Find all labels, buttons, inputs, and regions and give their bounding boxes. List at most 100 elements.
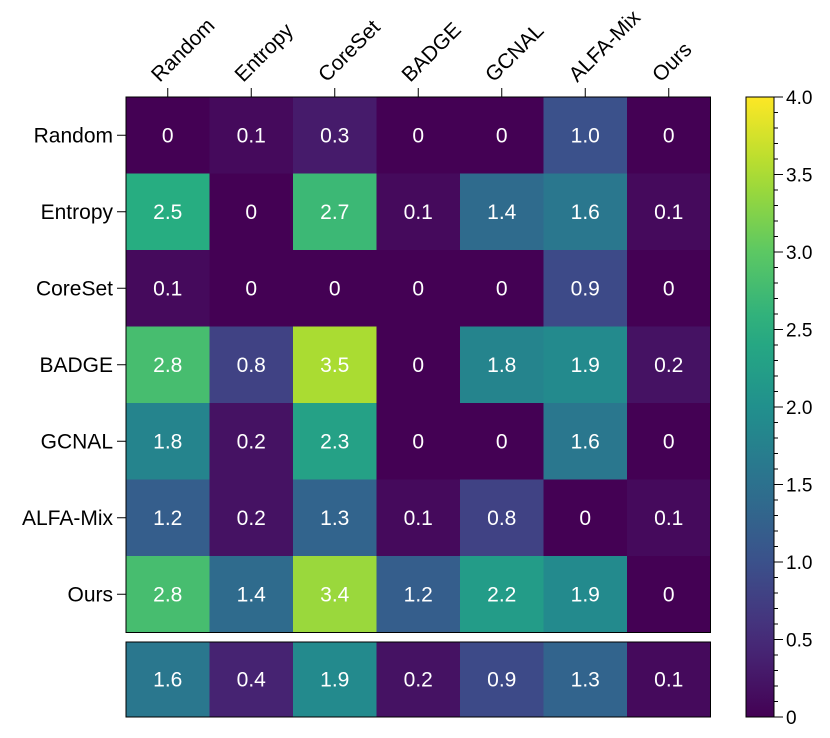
heatmap-cell	[376, 556, 461, 633]
row-label: BADGE	[39, 354, 113, 377]
cell-value-label: 0.9	[571, 277, 600, 300]
column-label: Entropy	[231, 19, 299, 87]
heatmap-cell	[376, 173, 461, 251]
heatmap-cell	[293, 173, 377, 251]
cell-value-label: 0.1	[404, 507, 433, 530]
summary-cell	[293, 642, 377, 717]
summary-cell	[627, 642, 711, 717]
column-label: BADGE	[398, 18, 466, 86]
row-label: Entropy	[41, 201, 114, 224]
cell-value-label: 0.1	[654, 507, 683, 530]
cell-value-label: 1.6	[571, 430, 600, 453]
heatmap-cell	[126, 173, 210, 251]
cell-value-label: 1.8	[487, 354, 516, 377]
cell-value-label: 0	[162, 124, 174, 147]
summary-value-label: 0.9	[487, 669, 516, 692]
heatmap-cell	[376, 97, 461, 174]
heatmap-cell	[293, 250, 377, 327]
cell-value-label: 0.1	[237, 124, 266, 147]
heatmap-cell	[209, 97, 294, 174]
cell-value-label: 0.3	[320, 124, 349, 147]
summary-value-label: 1.9	[320, 669, 349, 692]
summary-cell	[126, 642, 210, 717]
heatmap-cell	[209, 403, 294, 480]
heatmap-cell	[209, 173, 294, 251]
cell-value-label: 0.8	[237, 354, 266, 377]
heatmap-cell	[627, 479, 711, 557]
cell-value-label: 3.5	[320, 354, 349, 377]
column-label: Ours	[648, 38, 696, 86]
heatmap-cell	[126, 97, 210, 174]
column-label: GCNAL	[481, 19, 548, 86]
cell-value-label: 1.8	[153, 430, 182, 453]
summary-cell	[460, 642, 544, 717]
heatmap-cell	[543, 97, 628, 174]
heatmap-cell	[627, 173, 711, 251]
cell-value-label: 0	[329, 277, 341, 300]
column-labels: Random Entropy CoreSet BADGE GCNAL ALFA-Mix Ou…	[147, 6, 696, 97]
heatmap-cell	[627, 403, 711, 480]
cell-value-label: 0	[579, 507, 591, 530]
summary-frame	[125, 641, 711, 718]
heatmap-cell	[543, 173, 628, 251]
cell-value-label: 0.1	[153, 277, 182, 300]
summary-value-label: 0.1	[654, 669, 683, 692]
summary-cell	[376, 642, 461, 717]
heatmap-cell	[460, 97, 544, 174]
heatmap-cell	[543, 556, 628, 633]
cell-value-label: 0	[663, 583, 675, 606]
summary-value-label: 0.2	[404, 669, 433, 692]
heatmap-cell	[376, 479, 461, 557]
colorbar-tick-label: 4.0	[786, 88, 812, 109]
cell-value-label: 3.4	[320, 583, 350, 606]
cell-value-label: 2.8	[153, 583, 182, 606]
heatmap-cell	[376, 250, 461, 327]
heatmap-cell	[293, 403, 377, 480]
colorbar-tick-label: 2.0	[786, 398, 812, 419]
cell-value-label: 1.9	[571, 354, 600, 377]
heatmap-cell	[460, 403, 544, 480]
column-label: Random	[147, 14, 219, 86]
cell-value-label: 0	[412, 277, 424, 300]
summary-row: 1.6 0.4 1.9 0.2 0.9 1.3 0.1	[125, 641, 711, 718]
heatmap-cell	[209, 479, 294, 557]
cell-value-label: 1.3	[320, 507, 349, 530]
row-labels: Random Entropy CoreSet BADGE GCNAL ALFA-Mix Ou…	[22, 124, 126, 606]
heatmap-cell	[627, 250, 711, 327]
colorbar: 0 0.5 1.0 1.5 2.0 2.5 3.0 3.5 4.0	[745, 88, 812, 729]
row-label: GCNAL	[41, 430, 113, 453]
column-label: CoreSet	[314, 16, 385, 87]
cell-value-label: 0.2	[237, 507, 266, 530]
cell-value-label: 1.4	[237, 583, 267, 606]
heatmap-cell	[460, 479, 544, 557]
colorbar-tick-label: 1.0	[786, 553, 812, 574]
summary-value-label: 1.6	[153, 669, 182, 692]
cell-value-label: 1.4	[487, 201, 517, 224]
column-label: ALFA-Mix	[565, 6, 646, 87]
cell-value-label: 1.6	[571, 201, 600, 224]
heatmap-cell	[293, 97, 377, 174]
cell-value-label: 0	[663, 430, 675, 453]
cell-value-label: 1.2	[153, 507, 182, 530]
heatmap-cell	[543, 479, 628, 557]
heatmap-cell	[543, 326, 628, 404]
summary-cell	[209, 642, 294, 717]
summary-cell	[543, 642, 628, 717]
cell-value-label: 0	[496, 430, 508, 453]
colorbar-gradient	[745, 96, 775, 718]
cell-value-label: 0.1	[654, 201, 683, 224]
cell-value-label: 0	[412, 124, 424, 147]
heatmap-cell	[126, 403, 210, 480]
heatmap-cell	[209, 556, 294, 633]
heatmap-cell	[293, 479, 377, 557]
cell-value-label: 1.0	[571, 124, 600, 147]
colorbar-tick-label: 0.5	[786, 631, 812, 652]
heatmap-cell	[126, 556, 210, 633]
cell-value-label: 0	[245, 277, 257, 300]
cell-value-label: 0	[663, 124, 675, 147]
cell-value-label: 0.2	[654, 354, 683, 377]
heatmap-cell	[126, 326, 210, 404]
cell-value-label: 2.5	[153, 201, 182, 224]
heatmap-cell	[209, 326, 294, 404]
